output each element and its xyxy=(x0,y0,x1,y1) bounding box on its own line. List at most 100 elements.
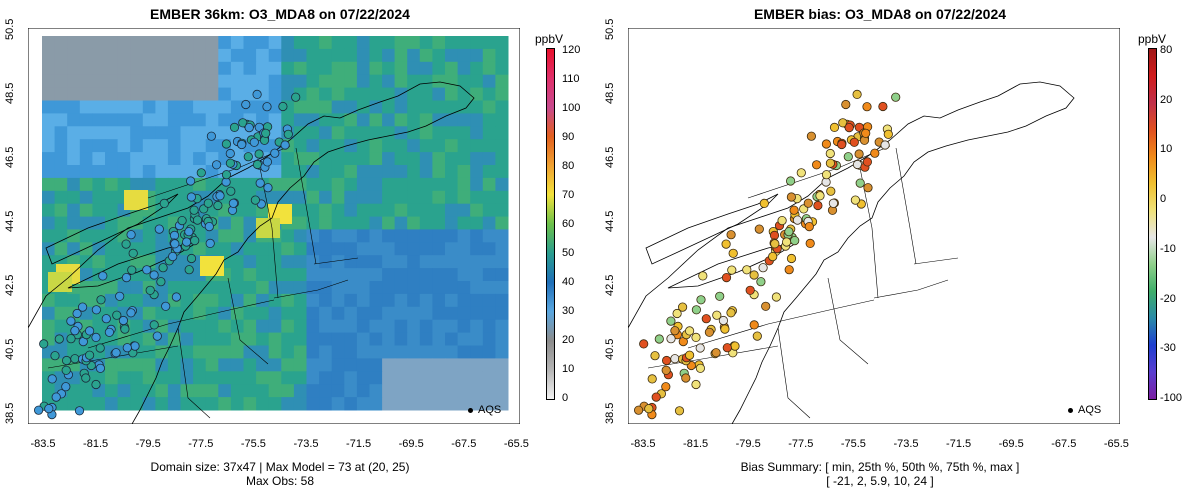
grid-cell xyxy=(142,61,156,76)
grid-cell xyxy=(42,384,56,398)
grid-cell xyxy=(268,306,282,321)
grid-cell xyxy=(218,100,232,114)
grid-cell xyxy=(92,281,106,295)
grid-cell xyxy=(256,332,270,346)
state-boundary xyxy=(777,327,811,419)
grid-cell xyxy=(344,152,358,166)
station-marker xyxy=(192,215,203,225)
grid-cell xyxy=(293,100,307,114)
station-marker xyxy=(126,308,136,318)
station-marker xyxy=(115,291,125,301)
grid-cell xyxy=(67,74,81,89)
grid-cell xyxy=(382,139,396,153)
grid-cell xyxy=(142,216,156,230)
station-marker xyxy=(243,152,253,162)
station-bias-marker xyxy=(661,382,671,392)
grid-cell xyxy=(495,397,509,411)
grid-cell xyxy=(344,397,358,411)
grid-cell xyxy=(356,242,370,256)
grid-cell xyxy=(407,87,421,101)
grid-cell xyxy=(344,268,358,282)
grid-cell xyxy=(457,358,471,372)
legend-label: AQS xyxy=(1078,404,1102,416)
grid-cell xyxy=(432,281,446,295)
grid-cell xyxy=(331,332,345,346)
state-boundary xyxy=(313,257,359,265)
grid-cell xyxy=(281,165,295,179)
grid-cell xyxy=(369,371,383,385)
station-bias-marker xyxy=(722,343,732,353)
station-bias-marker xyxy=(878,101,888,112)
grid-cell xyxy=(142,113,156,127)
grid-cell xyxy=(42,203,56,218)
station-marker xyxy=(149,320,159,330)
grid-cell xyxy=(407,358,421,372)
station-bias-marker xyxy=(756,277,766,287)
grid-cell xyxy=(155,87,169,101)
grid-cell xyxy=(382,332,396,346)
station-bias-marker xyxy=(691,332,701,342)
grid-cell xyxy=(356,268,370,282)
grid-cell xyxy=(205,48,219,63)
grid-cell xyxy=(117,87,131,101)
station-bias-marker xyxy=(639,339,649,349)
grid-cell xyxy=(319,74,333,89)
y-tick-label: 42.5 xyxy=(604,274,616,296)
plot-frame xyxy=(628,28,1120,424)
grid-cell xyxy=(218,74,232,89)
grid-cell xyxy=(319,371,333,385)
colorbar-tick-label: -20 xyxy=(1160,292,1176,305)
station-bias-marker xyxy=(720,324,730,334)
station-marker xyxy=(54,334,64,344)
grid-cell xyxy=(306,268,320,282)
grid-cell xyxy=(407,332,421,346)
grid-cell xyxy=(457,332,471,346)
grid-cell xyxy=(319,203,333,218)
grid-cell xyxy=(369,345,383,359)
grid-cell xyxy=(180,126,194,140)
grid-cell xyxy=(419,74,433,89)
station-marker xyxy=(263,183,273,193)
grid-cell xyxy=(79,384,93,398)
station-marker xyxy=(61,365,71,375)
grid-cell xyxy=(344,332,358,346)
station-marker xyxy=(168,252,178,262)
station-marker xyxy=(34,405,44,415)
grid-cell xyxy=(281,268,295,282)
grid-cell xyxy=(445,48,459,63)
colorbar-tick-label: 110 xyxy=(562,73,580,85)
grid-cell xyxy=(319,126,333,140)
grid-cell xyxy=(42,319,56,334)
station-bias-marker xyxy=(825,158,835,168)
grid-cell xyxy=(331,384,345,398)
grid-cell xyxy=(256,397,270,411)
grid-cell xyxy=(470,319,484,334)
grid-cell xyxy=(79,397,93,411)
station-marker xyxy=(77,302,88,312)
grid-cell xyxy=(293,139,307,153)
grid-cell xyxy=(130,74,144,89)
grid-cell xyxy=(218,345,232,359)
grid-cell xyxy=(130,48,144,63)
grid-cell xyxy=(419,255,433,269)
grid-cell xyxy=(432,203,446,218)
grid-cell xyxy=(356,87,370,101)
grid-cell xyxy=(432,319,446,334)
station-bias-marker xyxy=(695,363,706,373)
grid-cell xyxy=(79,74,93,89)
grid-cell xyxy=(331,61,345,76)
grid-cell xyxy=(457,139,471,153)
grid-cell xyxy=(445,203,459,218)
grid-cell xyxy=(218,61,232,76)
grid-cell xyxy=(54,113,68,127)
grid-cell xyxy=(432,255,446,269)
grid-cell xyxy=(319,345,333,359)
grid-cell xyxy=(356,281,370,295)
station-marker xyxy=(70,354,80,364)
grid-cell xyxy=(167,61,181,76)
grid-cell xyxy=(67,216,81,230)
grid-cell xyxy=(105,74,119,89)
y-tick-label: 48.5 xyxy=(4,82,16,104)
grid-cell xyxy=(457,345,471,359)
grid-cell xyxy=(218,371,232,385)
